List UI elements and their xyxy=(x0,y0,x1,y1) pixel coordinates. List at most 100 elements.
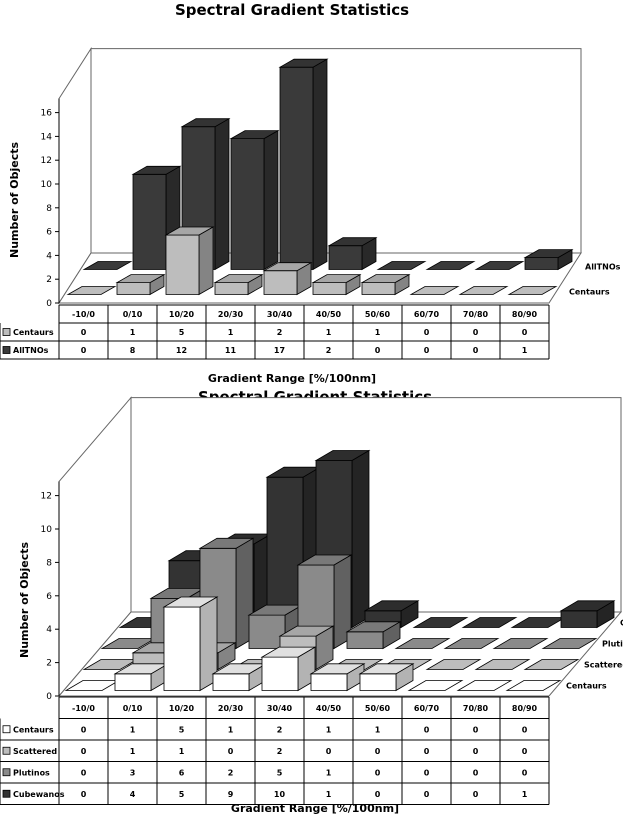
c2-bar-centaurs-30-40 xyxy=(260,646,317,692)
c2-bar-centaurs-80-90 xyxy=(505,680,562,691)
c2-bar-plutinos-40-50-front xyxy=(346,631,384,649)
c2-table-cell: 0 xyxy=(375,790,381,799)
c2-bar-centaurs-40-50-top xyxy=(309,663,366,675)
c1-table-cell: 1 xyxy=(375,328,381,337)
c1-category-label: 30/40 xyxy=(267,310,293,319)
c1-bar-alltnos-40-50-top xyxy=(327,237,378,247)
c2-table-cell: 1 xyxy=(326,768,332,777)
c1-y-tick-label: 10 xyxy=(41,180,53,190)
c1-bar-centaurs-10-0 xyxy=(66,286,117,295)
c1-table-cell: 12 xyxy=(176,346,187,355)
c1-bar-alltnos-0-10-top xyxy=(131,165,182,175)
c2-bar-centaurs-50-60 xyxy=(358,663,415,692)
c1-table-cell: 17 xyxy=(274,346,285,355)
c1-bar-centaurs-10-20-top xyxy=(164,226,215,236)
c2-category-label: 20/30 xyxy=(218,704,244,713)
c1-bar-centaurs-10-20 xyxy=(164,226,215,296)
c1-bar-alltnos-10-0-top xyxy=(82,261,133,270)
c2-series-depth-label-centaurs: Centaurs xyxy=(566,682,607,691)
c2-bar-centaurs-80-90-top xyxy=(505,680,562,691)
c2-bar-centaurs-50-60-top xyxy=(358,663,415,675)
c1-bar-alltnos-30-40-side xyxy=(312,58,328,271)
c1-bar-alltnos-20-30-front xyxy=(230,138,265,270)
chart-2: Spectral Gradient Statistics024681012Num… xyxy=(0,388,623,815)
c2-table-cell: 0 xyxy=(81,725,87,734)
c2-bar-centaurs-0-10-front xyxy=(114,673,152,691)
c2-table-cell: 0 xyxy=(473,790,479,799)
c2-bar-centaurs-60-70-top xyxy=(407,680,464,691)
c2-table-cell: 0 xyxy=(473,725,479,734)
c1-bar-alltnos-70-80 xyxy=(474,261,525,270)
c1-legend-key-centaurs xyxy=(2,328,11,336)
c2-bar-centaurs-70-80 xyxy=(456,680,513,691)
c2-bar-centaurs-10-20-top xyxy=(162,596,219,608)
c2-bar-centaurs-40-50 xyxy=(309,663,366,692)
c2-table-cell: 1 xyxy=(326,790,332,799)
c1-bar-alltnos-50-60-top xyxy=(376,261,427,270)
c2-bar-cubewanos-60-70 xyxy=(461,617,518,628)
c2-series-depth-label-cubewanos: Cubewanos xyxy=(620,619,623,628)
c2-table-cell: 0 xyxy=(522,725,528,734)
c1-bar-centaurs-40-50-top xyxy=(311,274,362,284)
c1-y-tick-label: 0 xyxy=(46,299,52,309)
c1-bar-alltnos-50-60 xyxy=(376,261,427,270)
c1-table-cell: 0 xyxy=(81,328,87,337)
c1-y-tick-label: 16 xyxy=(41,109,53,119)
c2-table-cell: 4 xyxy=(130,790,136,799)
c2-y-axis-label: Number of Objects xyxy=(18,542,31,658)
c2-bar-plutinos-80-90-top xyxy=(541,638,598,649)
c2-table-cell: 1 xyxy=(522,790,528,799)
c2-legend-key-centaurs xyxy=(2,725,11,734)
c2-table-cell: 1 xyxy=(326,725,332,734)
c2-bar-scattered-80-90 xyxy=(523,659,580,670)
c2-legend-label-cubewanos: Cubewanos xyxy=(13,790,65,799)
c2-y-tick-label: 8 xyxy=(46,558,52,568)
c1-bar-alltnos-60-70 xyxy=(425,261,476,270)
c2-table-cell: 6 xyxy=(179,768,185,777)
c1-bar-centaurs-20-30-front xyxy=(214,282,249,295)
c2-bar-cubewanos-80-90-front xyxy=(560,610,598,628)
c1-category-label: 80/90 xyxy=(512,310,538,319)
c2-series-depth-label-plutinos: Plutinos xyxy=(602,640,623,649)
c2-table-cell: 0 xyxy=(473,768,479,777)
c1-bar-centaurs-60-70-top xyxy=(409,286,460,295)
c1-legend-key-alltnos xyxy=(2,346,11,354)
c1-table-cell: 1 xyxy=(130,328,136,337)
c1-bar-alltnos-10-20-side xyxy=(214,118,230,271)
c1-bar-centaurs-10-20-front xyxy=(165,234,200,295)
c1-bar-alltnos-20-30-side xyxy=(263,129,279,271)
c2-bar-scattered-70-80 xyxy=(474,659,531,670)
c2-bar-plutinos-60-70-top xyxy=(443,638,500,649)
c2-table-cell: 0 xyxy=(81,747,87,756)
c1-bar-alltnos-40-50-front xyxy=(328,245,363,270)
c2-category-label: 0/10 xyxy=(123,704,143,713)
c2-series-depth-label-scattered: Scattered xyxy=(584,661,623,670)
c2-table-cell: 9 xyxy=(228,790,234,799)
c1-bar-centaurs-50-60-front xyxy=(361,282,396,295)
c2-y-tick-label: 0 xyxy=(46,692,52,702)
c1-bar-centaurs-20-30-top xyxy=(213,274,264,284)
c1-category-label: 60/70 xyxy=(414,310,440,319)
c1-table-cell: 0 xyxy=(424,328,430,337)
c1-bar-centaurs-30-40 xyxy=(262,262,313,296)
c1-bar-alltnos-80-90-top xyxy=(523,249,574,259)
c2-table-cell: 0 xyxy=(228,747,234,756)
c1-table-cell: 0 xyxy=(473,346,479,355)
c1-table-cell: 1 xyxy=(228,328,234,337)
c2-legend-key-plutinos xyxy=(2,768,11,777)
c2-x-axis-label: Gradient Range [%/100nm] xyxy=(231,802,399,815)
c2-bar-cubewanos-40-50 xyxy=(363,600,420,629)
c2-table-cell: 0 xyxy=(375,747,381,756)
c1-bar-alltnos-20-30 xyxy=(229,129,280,271)
c2-bar-cubewanos-30-40-top xyxy=(314,450,371,461)
c2-legend-label-plutinos: Plutinos xyxy=(13,768,50,777)
c1-category-label: 70/80 xyxy=(463,310,489,319)
c1-table-cell: 8 xyxy=(130,346,136,355)
c2-bar-centaurs-30-40-top xyxy=(260,646,317,658)
c1-series-depth-label-centaurs: Centaurs xyxy=(569,288,610,297)
c1-bar-alltnos-70-80-top xyxy=(474,261,525,270)
c1-bar-centaurs-0-10-top xyxy=(115,274,166,284)
c2-bar-cubewanos-60-70-top xyxy=(461,617,518,628)
c2-table-cell: 2 xyxy=(228,768,234,777)
c1-bar-alltnos-30-40-front xyxy=(279,66,314,270)
